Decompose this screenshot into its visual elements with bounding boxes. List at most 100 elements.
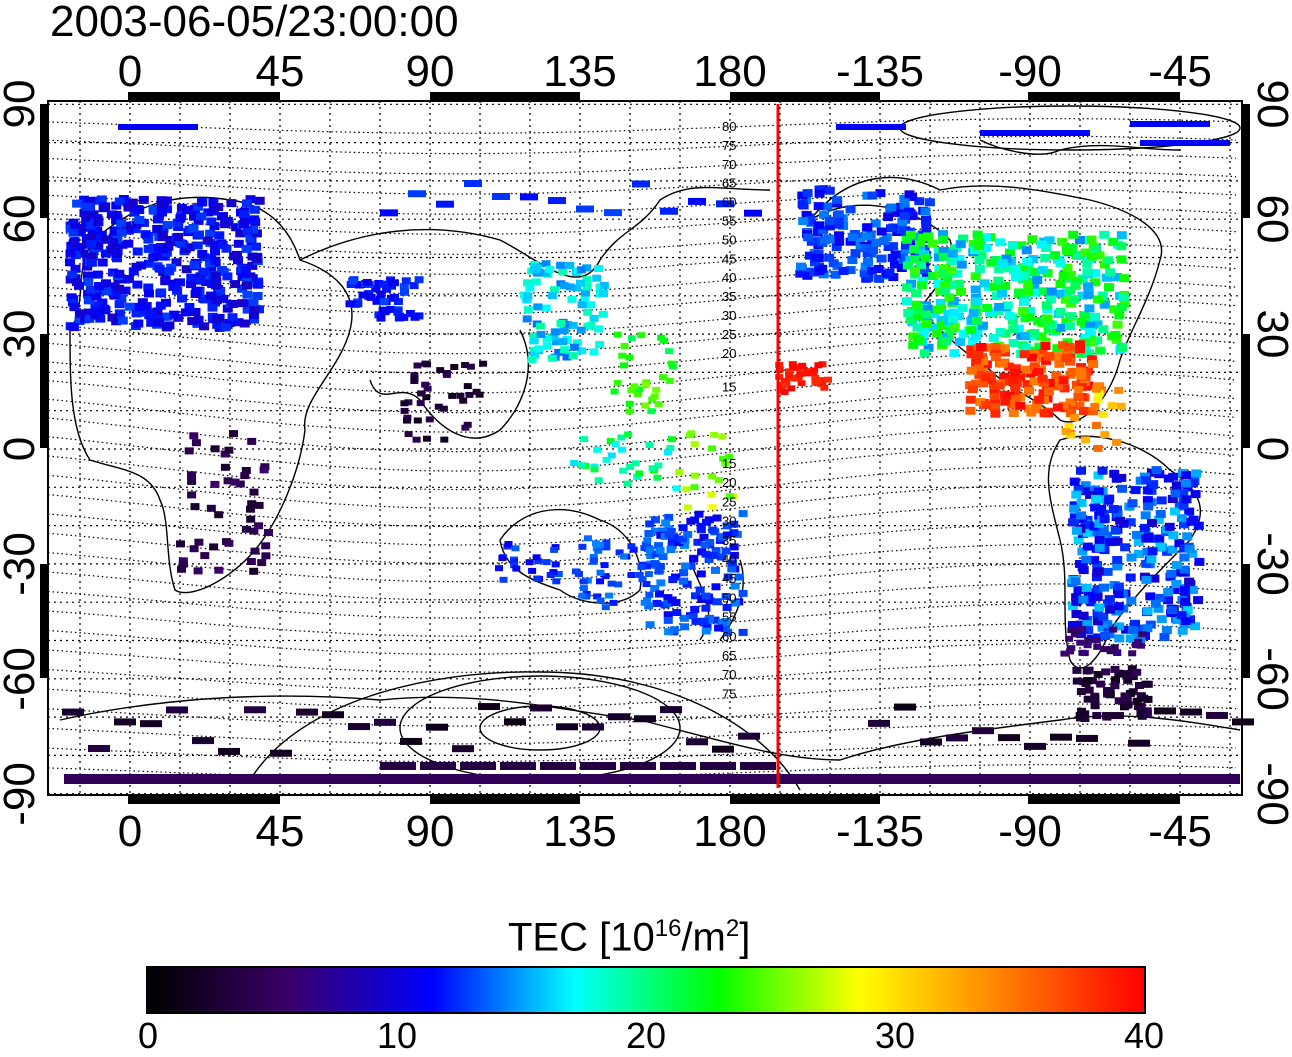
maglat-label-n: 55 bbox=[722, 214, 736, 229]
tec-pixel bbox=[1057, 237, 1068, 246]
tec-pixel bbox=[599, 282, 609, 289]
tec-pixel bbox=[558, 338, 568, 346]
tec-pixel bbox=[660, 762, 696, 770]
tec-pixel bbox=[658, 527, 667, 535]
tec-pixel bbox=[701, 604, 711, 612]
tec-pixel bbox=[638, 576, 647, 583]
x-tick-bottom: 180 bbox=[693, 807, 766, 856]
tec-pixel bbox=[928, 272, 939, 280]
tec-pixel bbox=[190, 308, 201, 316]
tec-pixel bbox=[1163, 596, 1173, 605]
tec-pixel bbox=[72, 199, 83, 208]
tec-pixel bbox=[975, 398, 986, 407]
tec-pixel bbox=[690, 606, 700, 613]
tec-pixel bbox=[1095, 346, 1106, 355]
tec-pixel bbox=[1055, 307, 1066, 316]
tec-pixel bbox=[168, 282, 179, 291]
tec-pixel bbox=[932, 329, 943, 338]
tec-pixel bbox=[403, 417, 411, 424]
tec-pixel bbox=[711, 583, 721, 591]
tec-pixel bbox=[1081, 367, 1092, 376]
tec-pixel bbox=[570, 460, 579, 466]
tec-pixel bbox=[1042, 314, 1053, 323]
tec-pixel bbox=[181, 206, 192, 215]
tec-pixel bbox=[972, 327, 983, 336]
tec-pixel bbox=[244, 706, 266, 714]
tec-pixel bbox=[985, 308, 996, 317]
tec-pixel bbox=[1103, 599, 1113, 608]
tec-pixel bbox=[220, 323, 231, 332]
tec-pixel bbox=[604, 209, 622, 217]
tec-pixel bbox=[230, 280, 241, 289]
tec-pixel bbox=[353, 300, 363, 308]
tec-pixel bbox=[1094, 251, 1105, 260]
tec-pixel bbox=[988, 334, 999, 342]
tec-pixel bbox=[936, 316, 947, 324]
tec-pixel bbox=[1066, 312, 1077, 321]
colorbar-tick-label: 40 bbox=[1123, 1015, 1165, 1056]
tec-pixel bbox=[966, 350, 977, 359]
tec-pixel bbox=[1055, 323, 1066, 332]
tec-pixel bbox=[682, 486, 691, 493]
tec-pixel bbox=[669, 534, 679, 541]
tec-pixel bbox=[74, 309, 85, 318]
tec-pixel bbox=[939, 264, 950, 273]
tec-pixel bbox=[1112, 273, 1123, 282]
tec-pixel bbox=[1105, 605, 1116, 614]
tec-pixel bbox=[620, 762, 656, 770]
tec-pixel bbox=[1037, 266, 1048, 275]
tec-pixel bbox=[68, 323, 79, 332]
tec-pixel bbox=[1135, 634, 1146, 643]
tec-pixel bbox=[123, 226, 134, 235]
tec-pixel bbox=[118, 124, 198, 130]
tec-pixel bbox=[1140, 140, 1230, 146]
tec-pixel bbox=[1058, 341, 1069, 350]
tec-pixel bbox=[1058, 376, 1069, 385]
tec-pixel bbox=[1080, 487, 1090, 496]
tec-pixel bbox=[1114, 622, 1125, 631]
tec-pixel bbox=[602, 539, 611, 546]
x-tick-bottom: -90 bbox=[998, 807, 1062, 856]
tec-pixel bbox=[600, 562, 609, 569]
tec-pixel bbox=[1016, 241, 1027, 250]
tec-pixel bbox=[795, 269, 806, 278]
tec-pixel bbox=[246, 515, 256, 523]
tec-pixel bbox=[669, 363, 677, 370]
tec-pixel bbox=[1064, 342, 1075, 351]
tec-pixel bbox=[803, 267, 814, 276]
tec-pixel bbox=[1040, 342, 1051, 350]
tec-pixel bbox=[1026, 408, 1037, 417]
tec-pixel bbox=[195, 276, 206, 285]
tec-pixel bbox=[957, 304, 968, 313]
tec-pixel bbox=[801, 210, 812, 219]
tec-pixel bbox=[868, 719, 890, 727]
tec-pixel bbox=[1167, 545, 1178, 554]
tec-pixel bbox=[1069, 504, 1080, 513]
tec-pixel bbox=[990, 403, 1001, 412]
tec-pixel bbox=[233, 239, 244, 248]
tec-pixel bbox=[1171, 580, 1182, 588]
tec-pixel bbox=[1000, 397, 1011, 406]
tec-pixel bbox=[868, 246, 879, 254]
tec-pixel bbox=[730, 582, 740, 590]
tec-pixel bbox=[1108, 237, 1119, 246]
tec-pixel bbox=[114, 309, 125, 318]
tec-pixel bbox=[710, 431, 719, 438]
tec-pixel bbox=[902, 283, 913, 292]
tec-pixel bbox=[678, 524, 688, 532]
tec-pixel bbox=[114, 284, 125, 293]
tec-pixel bbox=[423, 361, 432, 368]
tec-pixel bbox=[1172, 561, 1182, 569]
tec-pixel bbox=[1179, 520, 1189, 529]
tec-pixel bbox=[1090, 244, 1101, 253]
tec-pixel bbox=[579, 578, 588, 585]
tec-pixel bbox=[820, 384, 829, 391]
tec-pixel bbox=[186, 280, 196, 289]
tec-pixel bbox=[980, 130, 1090, 136]
tec-pixel bbox=[824, 222, 835, 231]
tec-pixel bbox=[114, 718, 136, 726]
tec-pixel bbox=[220, 463, 230, 471]
tec-pixel bbox=[1094, 543, 1105, 552]
tec-pixel bbox=[91, 292, 102, 301]
tec-pixel bbox=[657, 334, 666, 341]
